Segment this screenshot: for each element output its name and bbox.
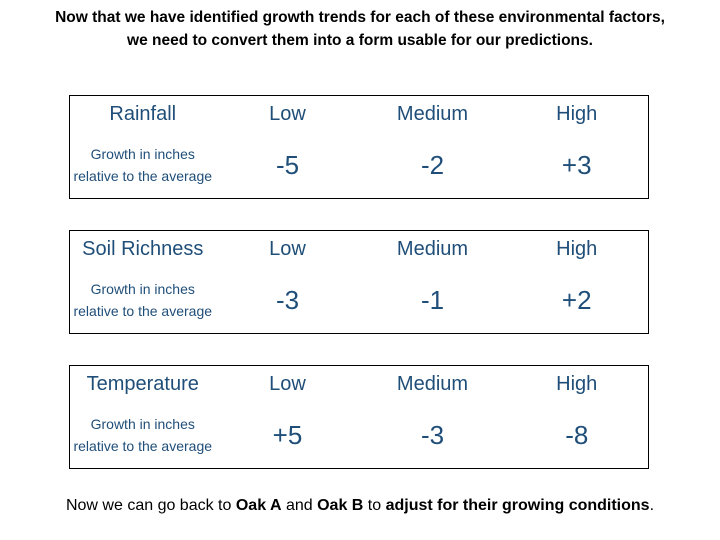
temperature-table: Temperature Low Medium High Growth in in… — [69, 365, 649, 469]
growth-medium-value: -1 — [420, 284, 445, 315]
level-medium: Medium — [396, 372, 469, 395]
level-high: High — [556, 372, 598, 395]
growth-high-value: -8 — [565, 419, 589, 450]
soil-header-row: Soil Richness Low Medium High — [70, 231, 649, 268]
growth-medium-value: -2 — [420, 149, 445, 180]
rainfall-header-row: Rainfall Low Medium High — [70, 96, 649, 133]
level-medium: Medium — [396, 237, 469, 260]
footer-text-1: Now we can go back to — [65, 497, 236, 514]
factor-name: Rainfall — [109, 102, 177, 125]
growth-row-label: Growth in inches relative to the average — [73, 416, 213, 454]
growth-low-value: -3 — [275, 284, 300, 315]
growth-medium-value: -3 — [420, 419, 445, 450]
factor-name: Soil Richness — [82, 237, 204, 260]
growth-low-value: -5 — [275, 149, 300, 180]
footer-text-3: to — [363, 497, 386, 514]
footer-adjust-phrase: adjust for their growing conditions — [385, 497, 650, 514]
rainfall-table: Rainfall Low Medium High Growth in inche… — [69, 95, 649, 199]
level-low: Low — [269, 372, 306, 395]
title-line-2: we need to convert them into a form usab… — [127, 32, 593, 49]
level-medium: Medium — [396, 102, 469, 125]
level-low: Low — [269, 102, 306, 125]
rainfall-growth-row: Growth in inches relative to the average… — [70, 132, 649, 199]
temperature-growth-row: Growth in inches relative to the average… — [70, 402, 649, 469]
growth-high-value: +3 — [561, 149, 592, 180]
level-high: High — [556, 102, 598, 125]
growth-row-label: Growth in inches relative to the average — [73, 281, 213, 319]
footer-oak-b: Oak B — [317, 497, 364, 514]
footer-note: Now we can go back to Oak A and Oak B to… — [0, 497, 720, 515]
footer-text-2: and — [281, 497, 318, 514]
soil-richness-table: Soil Richness Low Medium High Growth in … — [69, 230, 649, 334]
footer-text-4: . — [649, 497, 655, 514]
temperature-header-row: Temperature Low Medium High — [70, 366, 649, 403]
growth-low-value: +5 — [272, 419, 303, 450]
soil-growth-row: Growth in inches relative to the average… — [70, 267, 649, 334]
growth-row-label: Growth in inches relative to the average — [73, 146, 213, 184]
page-title: Now that we have identified growth trend… — [0, 6, 720, 52]
level-low: Low — [269, 237, 306, 260]
factor-name: Temperature — [86, 372, 199, 395]
growth-high-value: +2 — [561, 284, 592, 315]
level-high: High — [556, 237, 598, 260]
title-line-1: Now that we have identified growth trend… — [55, 9, 665, 26]
footer-oak-a: Oak A — [235, 497, 282, 514]
